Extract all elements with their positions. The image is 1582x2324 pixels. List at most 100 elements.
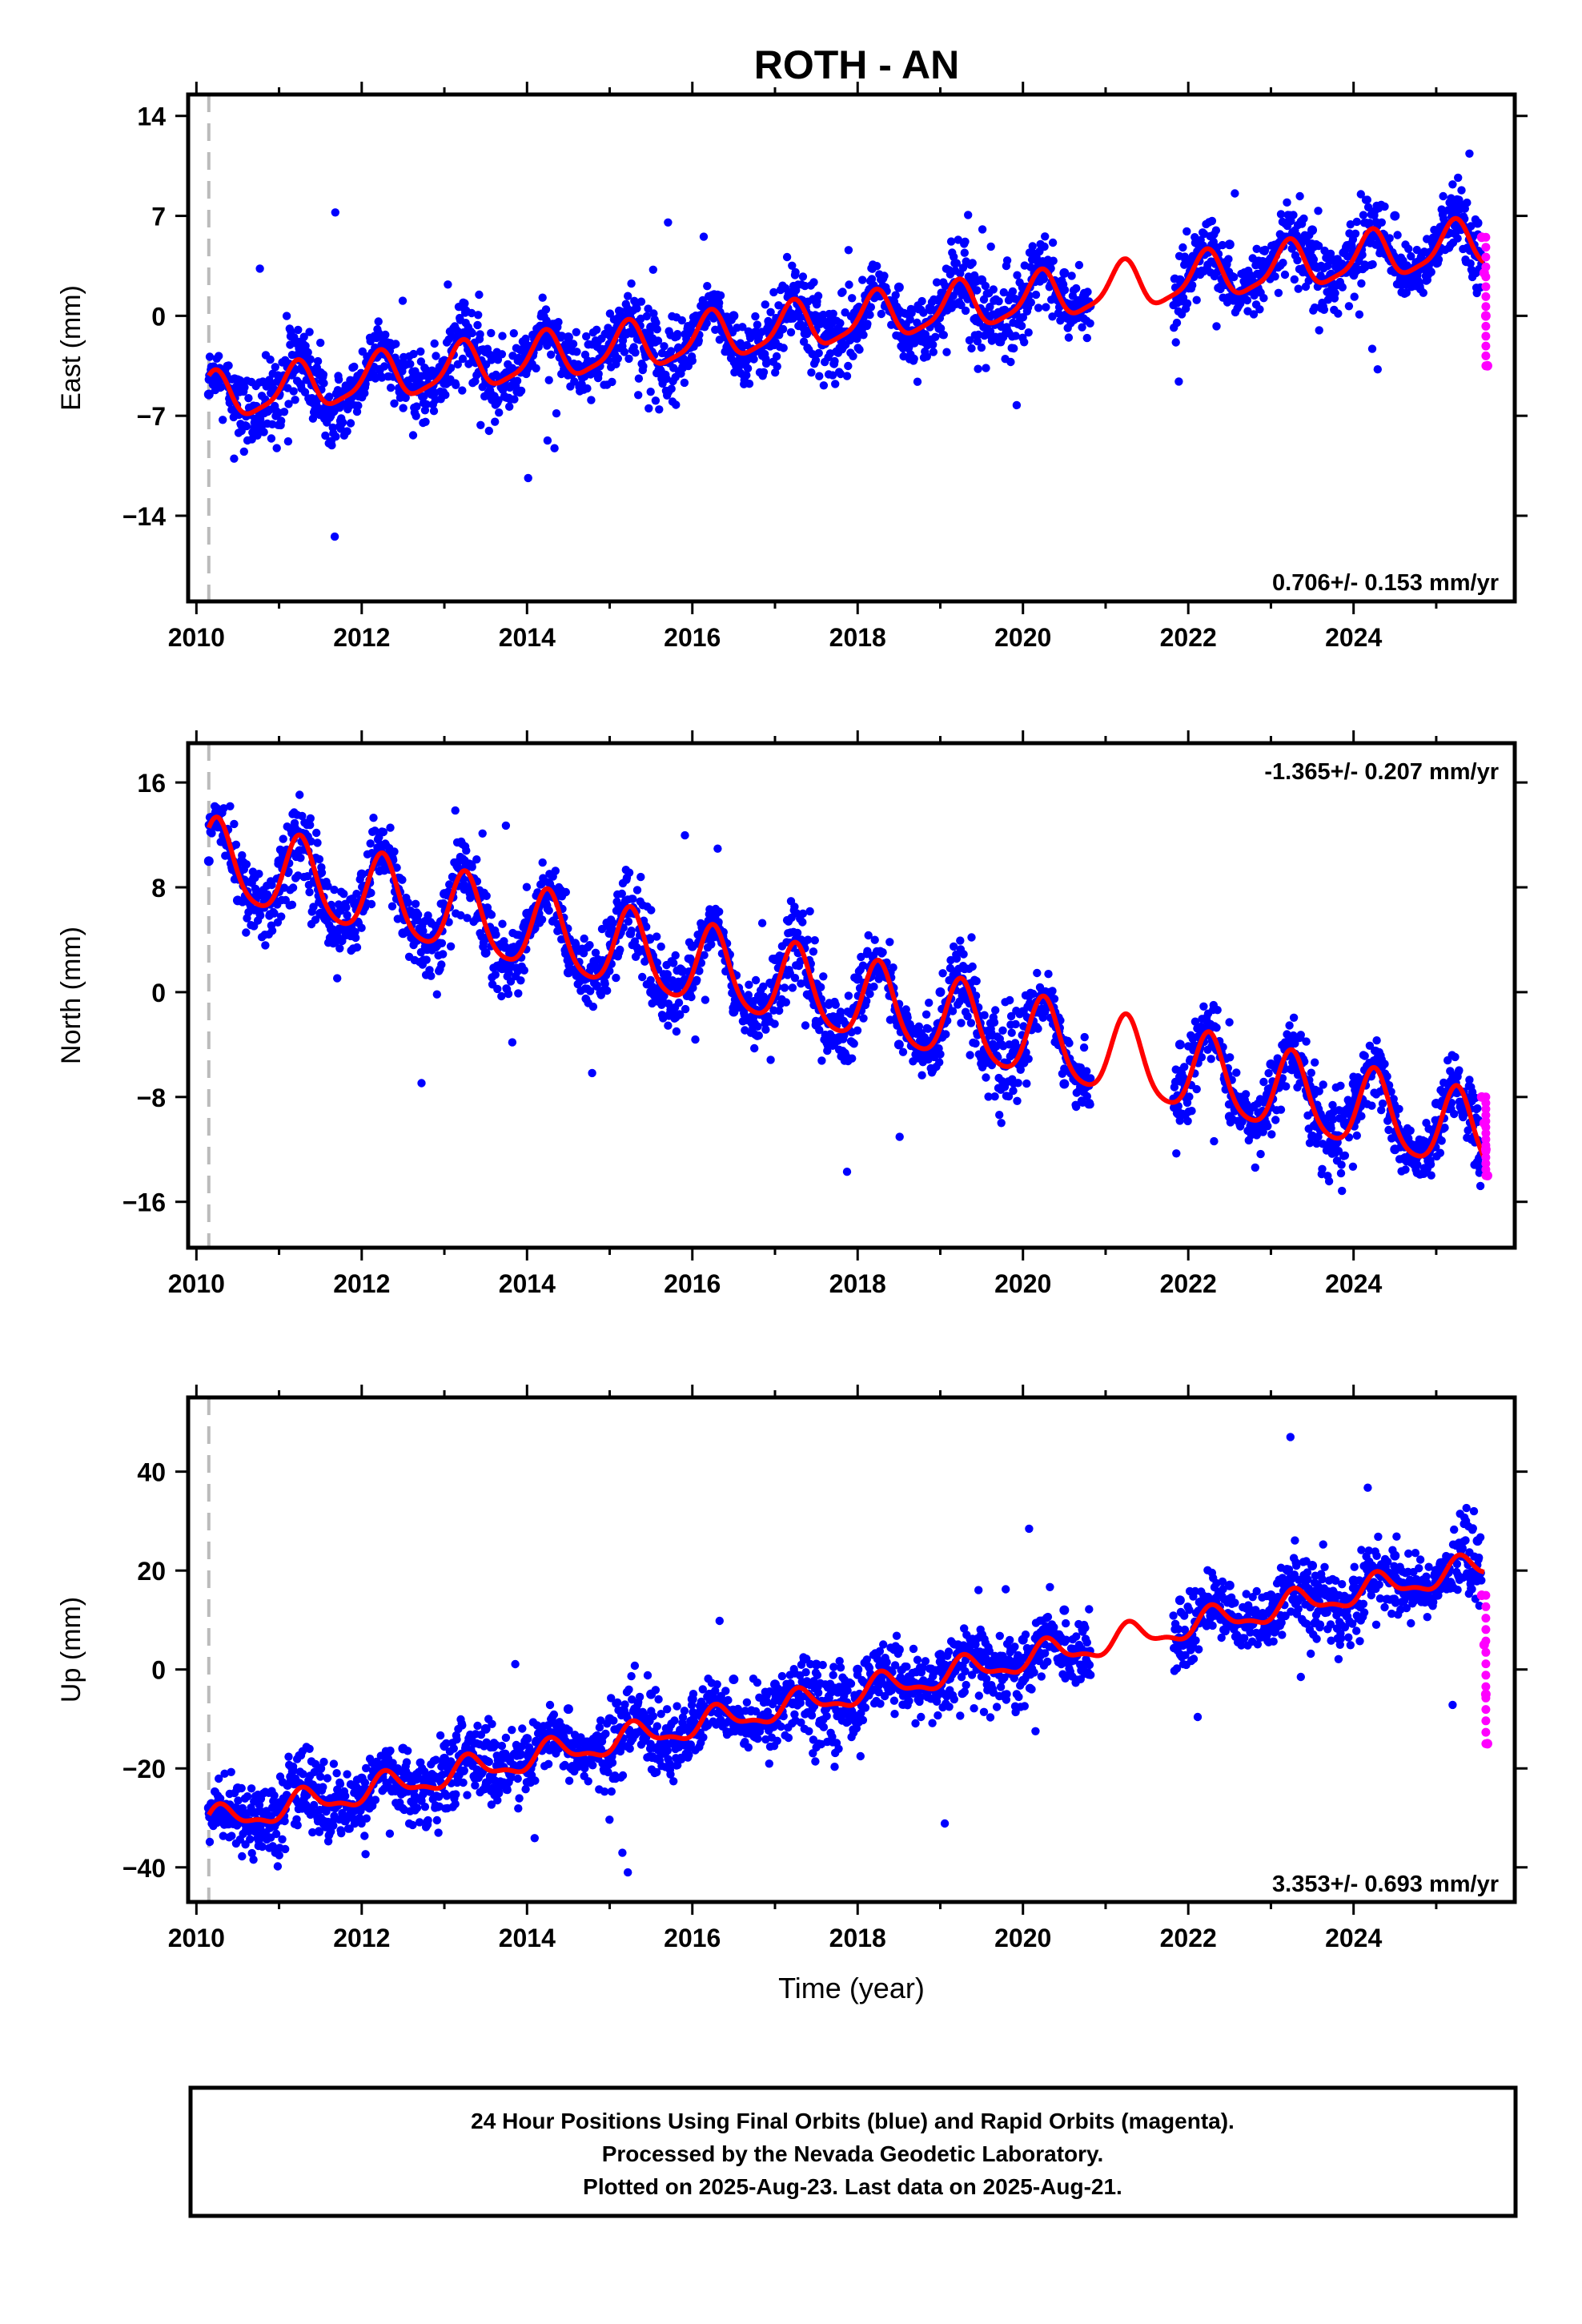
x-tick-label: 2014 bbox=[499, 1269, 556, 1298]
final-orbit-point bbox=[809, 278, 818, 287]
final-orbit-point bbox=[586, 987, 595, 995]
final-orbit-point bbox=[1212, 1023, 1221, 1032]
final-orbit-point bbox=[508, 1038, 517, 1047]
final-orbit-point bbox=[798, 918, 807, 927]
final-orbit-point bbox=[207, 829, 216, 838]
final-orbit-point bbox=[412, 412, 420, 420]
final-orbit-point bbox=[1338, 1186, 1347, 1196]
final-orbit-point bbox=[339, 890, 348, 899]
final-orbit-point bbox=[660, 342, 669, 351]
final-orbit-point bbox=[687, 941, 697, 951]
final-orbit-point bbox=[775, 1006, 784, 1015]
final-orbit-point bbox=[891, 291, 900, 300]
y-tick-label: 14 bbox=[137, 103, 166, 131]
final-orbit-point bbox=[1314, 207, 1323, 215]
final-orbit-point bbox=[1022, 1048, 1030, 1057]
final-orbit-point bbox=[652, 958, 661, 967]
final-orbit-point bbox=[316, 338, 325, 348]
final-orbit-point bbox=[1018, 1007, 1028, 1017]
final-orbit-point bbox=[538, 858, 547, 867]
final-orbit-point bbox=[711, 325, 720, 334]
x-tick-label: 2012 bbox=[333, 1269, 390, 1298]
final-orbit-point bbox=[1279, 259, 1287, 267]
final-orbit-point bbox=[1258, 256, 1267, 266]
final-orbit-point bbox=[1224, 239, 1235, 250]
final-orbit-point bbox=[458, 354, 468, 364]
y-axis-label: East (mm) bbox=[56, 285, 86, 411]
final-orbit-point bbox=[1271, 1116, 1280, 1124]
final-orbit-point bbox=[493, 984, 502, 994]
final-orbit-point bbox=[674, 343, 683, 352]
final-orbit-point bbox=[921, 1010, 931, 1019]
final-orbit-point bbox=[688, 356, 697, 365]
final-orbit-point bbox=[1435, 1148, 1445, 1157]
final-orbit-point bbox=[849, 1039, 858, 1048]
final-orbit-point bbox=[669, 959, 678, 967]
final-orbit-point bbox=[524, 473, 532, 483]
final-orbit-point bbox=[830, 356, 839, 366]
final-orbit-point bbox=[957, 1019, 966, 1027]
final-orbit-point bbox=[766, 308, 775, 316]
final-orbit-point bbox=[1182, 299, 1192, 308]
final-orbit-point bbox=[1331, 288, 1339, 298]
final-orbit-point bbox=[468, 328, 476, 338]
final-orbit-point bbox=[311, 915, 320, 924]
final-orbit-point bbox=[788, 261, 797, 270]
final-orbit-point bbox=[1259, 1077, 1268, 1087]
final-orbit-point bbox=[736, 339, 745, 348]
final-orbit-point bbox=[1212, 322, 1221, 331]
final-orbit-point bbox=[750, 1043, 759, 1053]
final-orbit-point bbox=[350, 362, 359, 372]
final-orbit-point bbox=[1401, 1165, 1410, 1174]
final-orbit-point bbox=[1014, 1079, 1022, 1088]
final-orbit-point bbox=[1013, 271, 1022, 279]
rapid-orbit-point bbox=[1481, 341, 1491, 351]
final-orbit-point bbox=[604, 922, 615, 932]
final-orbit-point bbox=[941, 281, 950, 291]
final-orbit-point bbox=[1357, 279, 1366, 288]
final-orbit-point bbox=[647, 906, 656, 915]
final-orbit-point bbox=[1363, 203, 1373, 211]
final-orbit-point bbox=[1226, 1053, 1235, 1062]
final-orbit-point bbox=[1283, 198, 1291, 207]
final-orbit-point bbox=[624, 292, 632, 300]
final-orbit-point bbox=[644, 304, 652, 313]
final-orbit-point bbox=[1048, 987, 1057, 995]
final-orbit-point bbox=[612, 973, 620, 983]
final-orbit-point bbox=[761, 359, 771, 368]
final-orbit-point bbox=[516, 386, 526, 396]
final-orbit-point bbox=[1064, 333, 1074, 342]
final-orbit-point bbox=[437, 960, 446, 969]
final-orbit-point bbox=[1210, 1136, 1219, 1146]
final-orbit-point bbox=[1182, 227, 1191, 236]
final-orbit-point bbox=[568, 340, 578, 348]
final-orbit-point bbox=[971, 1039, 980, 1048]
final-orbit-point bbox=[667, 384, 676, 393]
final-orbit-point bbox=[963, 1011, 972, 1021]
final-orbit-point bbox=[522, 883, 532, 891]
final-orbit-point bbox=[458, 386, 467, 395]
final-orbit-point bbox=[306, 821, 315, 830]
final-orbit-point bbox=[982, 1073, 990, 1082]
final-orbit-point bbox=[1289, 211, 1298, 219]
final-orbit-point bbox=[1344, 302, 1354, 311]
rapid-orbit-point bbox=[1481, 332, 1491, 341]
final-orbit-point bbox=[552, 409, 561, 418]
final-orbit-point bbox=[1048, 238, 1058, 247]
final-orbit-point bbox=[482, 891, 491, 901]
final-orbit-point bbox=[393, 915, 402, 923]
final-orbit-point bbox=[467, 308, 476, 318]
final-orbit-point bbox=[390, 847, 399, 856]
final-orbit-point bbox=[1006, 995, 1014, 1005]
final-orbit-point bbox=[1199, 1002, 1208, 1011]
final-orbit-point bbox=[342, 903, 351, 912]
final-orbit-point bbox=[501, 821, 511, 830]
final-orbit-point bbox=[404, 898, 412, 907]
final-orbit-point bbox=[1307, 1068, 1316, 1077]
final-orbit-point bbox=[491, 417, 500, 426]
final-orbit-point bbox=[570, 377, 579, 386]
final-orbit-point bbox=[379, 362, 389, 371]
rapid-orbit-point bbox=[1481, 292, 1491, 301]
final-orbit-point bbox=[1437, 1136, 1446, 1145]
final-orbit-point bbox=[1224, 1112, 1235, 1122]
